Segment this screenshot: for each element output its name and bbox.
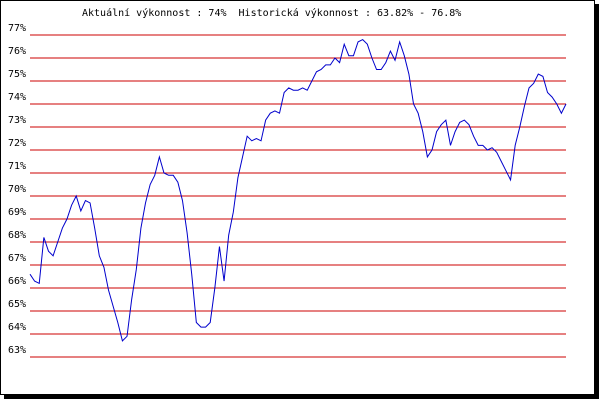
chart-title: Aktuální výkonnost : 74% Historická výko… [82,7,461,19]
y-tick-label: 64% [8,322,26,333]
y-tick-label: 75% [8,69,26,80]
y-tick-label: 76% [8,46,26,57]
data-line [29,38,567,342]
y-tick-label: 77% [8,23,26,34]
y-tick-label: 69% [8,207,26,218]
y-tick-label: 68% [8,230,26,241]
y-tick-label: 66% [8,276,26,287]
y-tick-label: 67% [8,253,26,264]
frame [0,0,595,395]
y-tick-label: 65% [8,299,26,310]
y-tick-label: 73% [8,115,26,126]
y-tick-label: 74% [8,92,26,103]
y-tick-label: 72% [8,138,26,149]
y-tick-label: 70% [8,184,26,195]
y-tick-label: 71% [8,161,26,172]
y-tick-label: 63% [8,345,26,356]
